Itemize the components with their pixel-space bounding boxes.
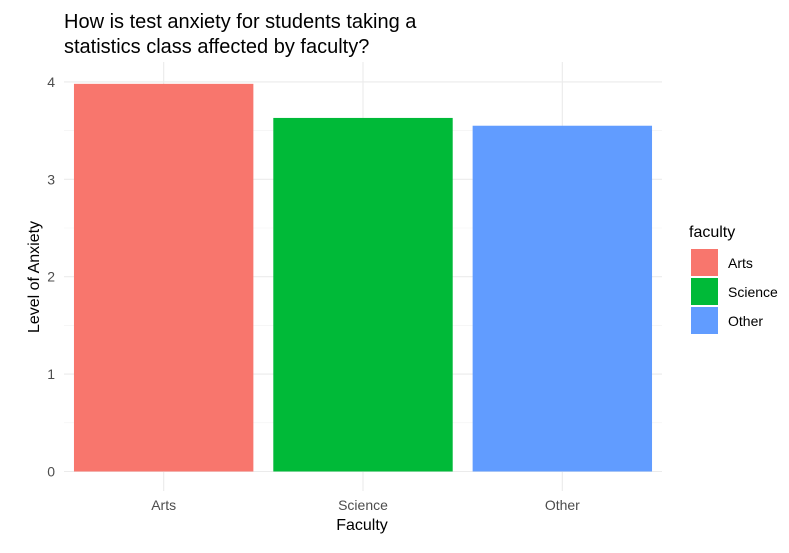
y-tick-label: 4 [47,74,55,90]
legend-items: Arts Science Other [691,249,778,334]
bars [73,83,653,472]
legend-title: faculty [689,224,735,241]
bar-other [472,125,653,472]
y-tick-label: 2 [47,269,55,285]
legend-label-other: Other [728,313,763,329]
y-tick-label: 3 [47,171,55,187]
x-axis-ticks: Arts Science Other [151,497,580,513]
x-tick-label: Other [545,497,580,513]
bar-science [273,117,453,472]
x-tick-label: Science [338,497,388,513]
y-axis-ticks: 0 1 2 3 4 [47,74,55,480]
legend-key-science [691,278,718,305]
y-tick-label: 0 [47,464,55,480]
bar-arts [73,83,254,472]
legend-key-arts [691,249,718,276]
chart-title-line-1: How is test anxiety for students taking … [64,11,417,33]
x-tick-label: Arts [151,497,176,513]
chart-title-line-2: statistics class affected by faculty? [64,36,369,58]
legend: faculty Arts Science Other [689,224,778,334]
legend-label-arts: Arts [728,255,753,271]
x-axis-title: Faculty [336,517,388,534]
y-tick-label: 1 [47,366,55,382]
y-axis-title: Level of Anxiety [26,221,43,333]
legend-label-science: Science [728,284,778,300]
legend-key-other [691,307,718,334]
